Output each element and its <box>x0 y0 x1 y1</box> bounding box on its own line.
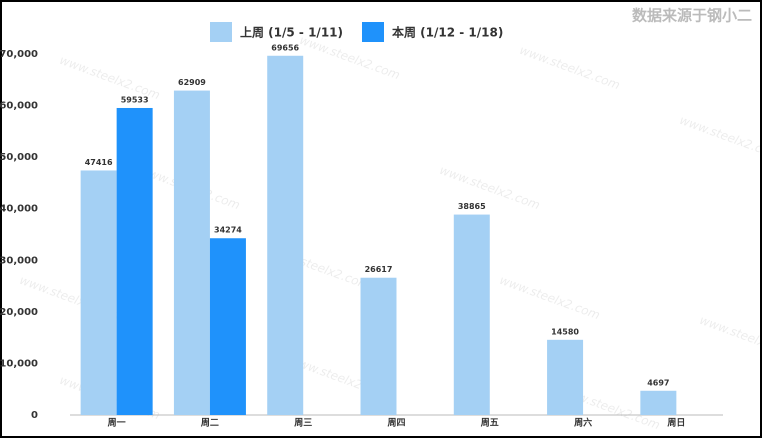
y-tick-label: 50,000 <box>0 152 38 163</box>
y-tick-label: 30,000 <box>0 255 38 266</box>
value-label: 38865 <box>458 202 486 211</box>
source-note: 数据来源于钢小二 <box>632 7 752 25</box>
value-label: 4697 <box>647 378 669 387</box>
bar <box>453 214 490 415</box>
legend-label: 本周 (1/12 - 1/18) <box>392 25 503 40</box>
value-label: 69656 <box>271 43 299 52</box>
legend-label: 上周 (1/5 - 1/11) <box>240 25 343 40</box>
legend-swatch <box>210 22 232 42</box>
y-tick-label: 70,000 <box>0 49 38 60</box>
x-tick-label: 周三 <box>294 418 312 429</box>
value-label: 26617 <box>365 265 393 274</box>
y-tick-label: 40,000 <box>0 204 38 215</box>
x-tick-label: 周六 <box>574 417 592 429</box>
bar <box>547 339 584 415</box>
legend-swatch <box>362 22 384 42</box>
x-tick-label: 周二 <box>201 418 219 429</box>
bar <box>80 170 117 415</box>
bar <box>116 107 153 416</box>
x-tick-label: 周五 <box>481 418 499 429</box>
y-tick-label: 0 <box>31 410 38 421</box>
x-tick-label: 周一 <box>108 418 126 429</box>
x-tick-label: 周日 <box>667 418 685 429</box>
value-label: 34274 <box>214 226 242 235</box>
bar <box>640 390 677 415</box>
bar <box>209 238 246 415</box>
bar <box>267 55 304 416</box>
x-tick-label: 周四 <box>387 418 405 429</box>
value-label: 62909 <box>178 78 206 87</box>
y-tick-label: 60,000 <box>0 101 38 112</box>
value-label: 47416 <box>85 158 113 167</box>
y-tick-label: 20,000 <box>0 307 38 318</box>
value-label: 14580 <box>551 327 579 336</box>
y-tick-label: 10,000 <box>0 358 38 369</box>
bar <box>360 277 397 415</box>
bar <box>173 90 210 415</box>
value-label: 59533 <box>121 95 149 104</box>
